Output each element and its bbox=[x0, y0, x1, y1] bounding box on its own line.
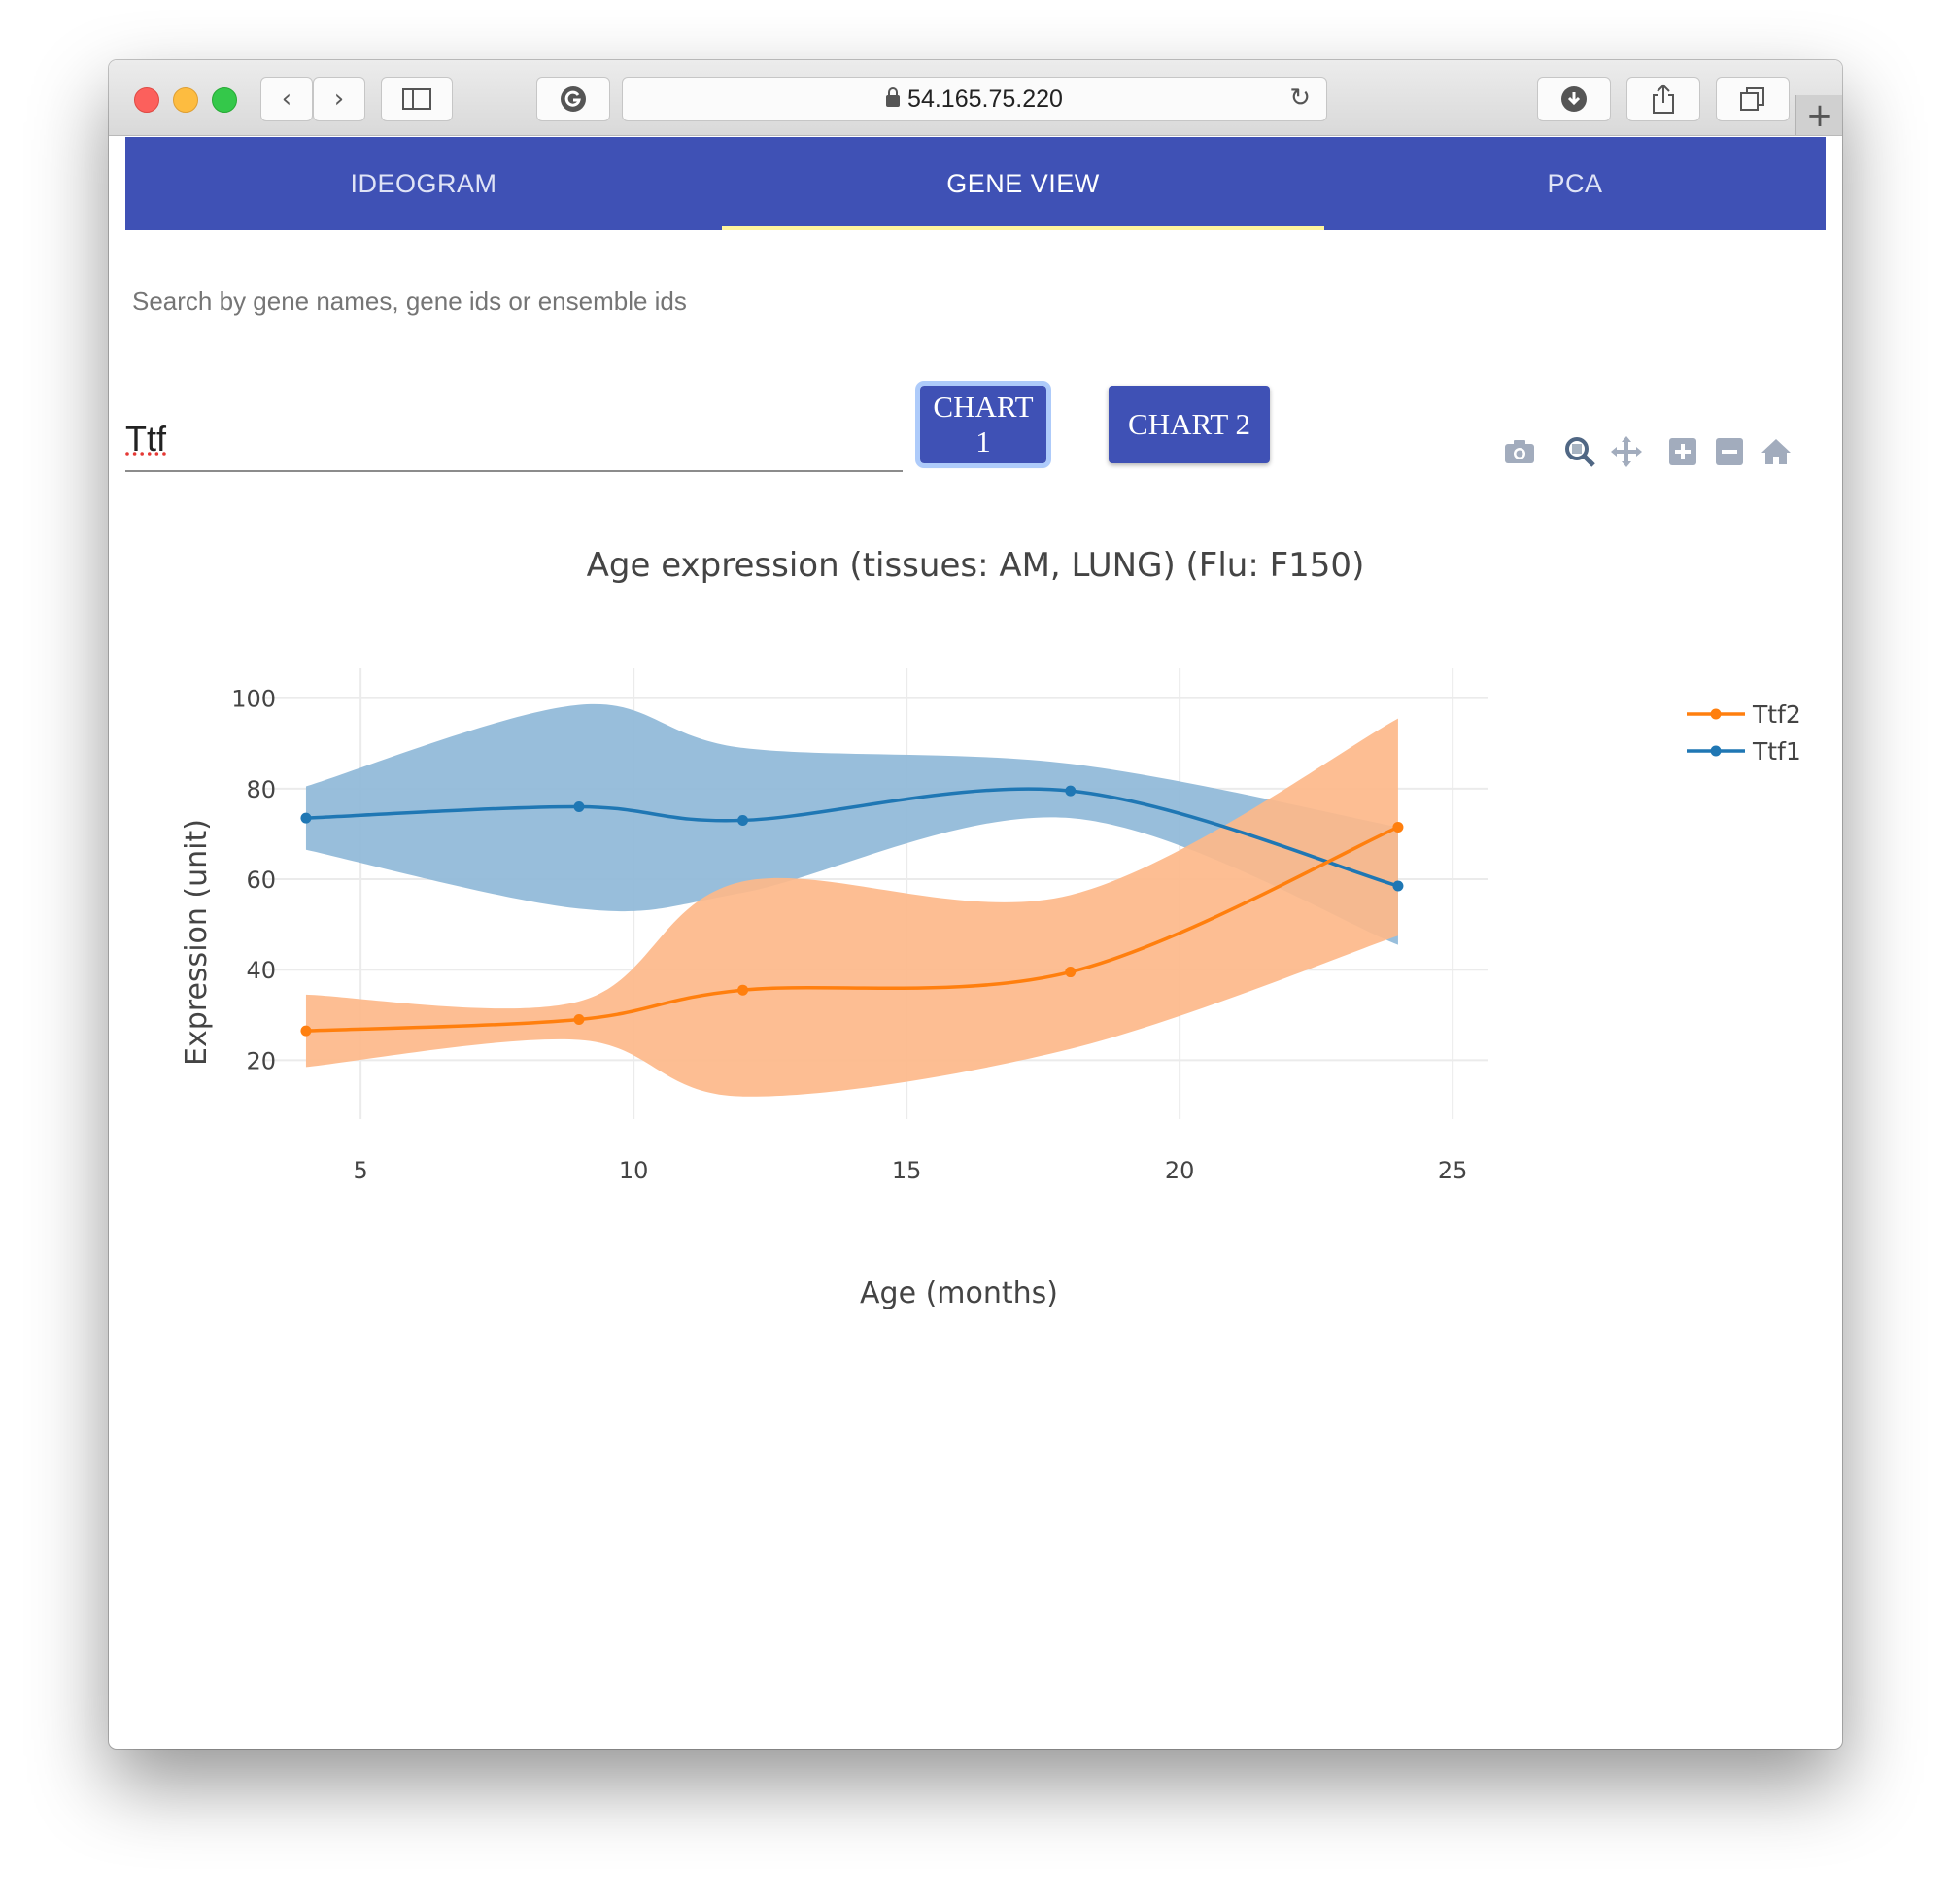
legend-label: Ttf1 bbox=[1752, 737, 1801, 765]
series-lines bbox=[305, 787, 1399, 1033]
home-icon[interactable] bbox=[1759, 434, 1794, 469]
lock-icon bbox=[886, 87, 901, 107]
x-tick-label: 5 bbox=[354, 1157, 368, 1184]
line-ttf2 bbox=[305, 825, 1399, 1033]
url-text: 54.165.75.220 bbox=[907, 85, 1063, 113]
point-ttf1[interactable] bbox=[573, 800, 585, 812]
share-icon bbox=[1653, 84, 1674, 114]
gene-search-input[interactable] bbox=[125, 408, 903, 472]
search-label: Search by gene names, gene ids or ensemb… bbox=[132, 287, 687, 316]
close-window-button[interactable] bbox=[134, 87, 159, 113]
point-ttf2[interactable] bbox=[300, 1025, 312, 1037]
point-ttf1[interactable] bbox=[1065, 785, 1077, 797]
reload-icon[interactable]: ↻ bbox=[1289, 84, 1311, 113]
point-ttf2[interactable] bbox=[573, 1013, 585, 1025]
point-ttf2[interactable] bbox=[1392, 821, 1404, 833]
address-bar[interactable]: 54.165.75.220 ↻ bbox=[622, 77, 1327, 121]
minimize-window-button[interactable] bbox=[173, 87, 198, 113]
new-tab-button[interactable]: + bbox=[1795, 95, 1842, 135]
tab-gene-view[interactable]: GENE VIEW bbox=[946, 169, 1100, 198]
forward-button[interactable]: › bbox=[313, 77, 365, 121]
zoom-out-icon[interactable] bbox=[1712, 434, 1747, 469]
y-tick-label: 100 bbox=[231, 686, 276, 713]
sidebar-button[interactable] bbox=[381, 77, 453, 121]
band-ttf1 bbox=[305, 703, 1398, 945]
maximize-window-button[interactable] bbox=[212, 87, 237, 113]
chevron-right-icon: › bbox=[333, 85, 345, 114]
download-icon bbox=[1561, 86, 1587, 112]
zoom-icon[interactable] bbox=[1562, 434, 1597, 469]
age-expression-chart[interactable]: Age expression (tissues: AM, LUNG) (Flu:… bbox=[109, 488, 1842, 1362]
x-tick-label: 20 bbox=[1165, 1157, 1195, 1184]
y-axis-ticks: 20 40 60 80 100 bbox=[231, 686, 276, 1075]
browser-toolbar: ‹ › 54.165.75.220 ↻ bbox=[109, 60, 1842, 136]
downloads-button[interactable] bbox=[1537, 77, 1611, 121]
zoom-in-icon[interactable] bbox=[1665, 434, 1700, 469]
x-axis-ticks: 5 10 15 20 25 bbox=[354, 1157, 1468, 1184]
point-ttf2[interactable] bbox=[1065, 967, 1077, 978]
plus-icon: + bbox=[1805, 95, 1834, 135]
y-tick-label: 80 bbox=[246, 776, 276, 803]
y-tick-label: 60 bbox=[246, 867, 276, 894]
legend-item-ttf1[interactable]: Ttf1 bbox=[1687, 737, 1801, 765]
top-navigation: IDEOGRAM GENE VIEW PCA bbox=[125, 137, 1826, 230]
tabs-icon bbox=[1740, 87, 1764, 111]
back-button[interactable]: ‹ bbox=[260, 77, 313, 121]
grammarly-icon bbox=[561, 86, 586, 112]
data-points[interactable] bbox=[300, 785, 1404, 1037]
chart-1-button[interactable]: CHART 1 bbox=[915, 381, 1051, 468]
confidence-bands bbox=[305, 703, 1398, 1097]
tabs-overview-button[interactable] bbox=[1716, 77, 1790, 121]
legend-item-ttf2[interactable]: Ttf2 bbox=[1687, 700, 1801, 729]
y-tick-label: 40 bbox=[246, 957, 276, 984]
active-tab-indicator bbox=[722, 226, 1324, 230]
browser-window: ‹ › 54.165.75.220 ↻ bbox=[109, 60, 1842, 1749]
grammarly-extension-button[interactable] bbox=[536, 77, 610, 121]
x-tick-label: 25 bbox=[1438, 1157, 1468, 1184]
band-ttf2 bbox=[305, 718, 1398, 1097]
point-ttf2[interactable] bbox=[737, 984, 749, 996]
chart-2-button[interactable]: CHART 2 bbox=[1109, 386, 1270, 463]
pan-icon[interactable] bbox=[1609, 434, 1644, 469]
sidebar-icon bbox=[402, 88, 431, 110]
point-ttf1[interactable] bbox=[1392, 880, 1404, 892]
point-ttf1[interactable] bbox=[737, 814, 749, 826]
line-ttf1 bbox=[305, 787, 1399, 888]
y-tick-label: 20 bbox=[246, 1047, 276, 1074]
x-axis-label: Age (months) bbox=[860, 1276, 1058, 1310]
chevron-left-icon: ‹ bbox=[281, 85, 292, 114]
x-tick-label: 10 bbox=[619, 1157, 649, 1184]
chart-legend[interactable]: Ttf2 Ttf1 bbox=[1687, 700, 1801, 765]
x-tick-label: 15 bbox=[892, 1157, 922, 1184]
chart-title: Age expression (tissues: AM, LUNG) (Flu:… bbox=[587, 546, 1365, 585]
point-ttf1[interactable] bbox=[300, 812, 312, 824]
tab-ideogram[interactable]: IDEOGRAM bbox=[350, 169, 497, 198]
tab-pca[interactable]: PCA bbox=[1547, 169, 1603, 198]
legend-label: Ttf2 bbox=[1752, 700, 1801, 729]
share-button[interactable] bbox=[1626, 77, 1700, 121]
y-axis-label: Expression (unit) bbox=[180, 819, 214, 1066]
camera-icon[interactable] bbox=[1502, 434, 1537, 469]
